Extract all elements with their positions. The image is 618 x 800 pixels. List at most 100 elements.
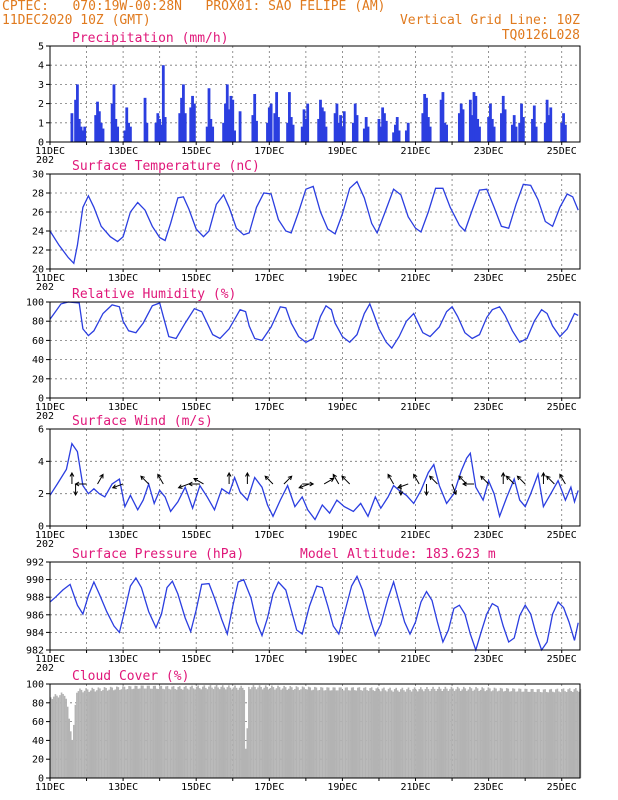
cloud-bar <box>544 689 546 778</box>
precip-bar <box>364 117 368 142</box>
cloud-bar <box>310 690 313 778</box>
x-tick-label: 13DEC <box>108 782 138 793</box>
cloud-bar <box>370 687 373 778</box>
cloud-bar <box>254 686 256 778</box>
cloud-bar <box>260 686 262 778</box>
cloud-bar <box>393 689 396 778</box>
y-tick-label: 986 <box>26 610 44 621</box>
y-tick-label: 60 <box>32 717 44 728</box>
cloud-bar <box>429 691 431 778</box>
x-year-fragment: 202 <box>36 155 54 166</box>
cloud-bar <box>172 686 175 778</box>
cloud-bar <box>459 690 462 778</box>
cloud-bar <box>277 685 279 778</box>
y-tick-label: 992 <box>26 558 44 569</box>
cloud-bar <box>416 691 419 778</box>
cloud-bar <box>223 687 226 778</box>
x-year-fragment: 202 <box>36 663 54 674</box>
cloud-bar <box>99 688 101 778</box>
cloud-bar <box>548 689 551 778</box>
precip-bar <box>225 84 229 142</box>
precip-bar <box>470 115 474 142</box>
cloud-bar <box>400 689 402 778</box>
cloud-bar <box>485 690 488 778</box>
cloud-bar <box>240 685 242 778</box>
cloud-bar <box>63 695 66 778</box>
precip-bar <box>123 130 127 142</box>
panel-2: 0 20 40 60 80 100 Relative Humidity (%) 11DEC 13… <box>26 287 581 422</box>
precip-bar <box>163 117 167 142</box>
wind-vector <box>69 471 75 484</box>
cloud-bar <box>186 688 189 778</box>
cloud-bar <box>578 691 580 778</box>
cloud-bar <box>513 688 516 778</box>
cloud-bar <box>360 690 362 778</box>
cloud-bar <box>119 689 121 778</box>
wind-vector <box>341 475 351 485</box>
precip-bar <box>394 124 397 142</box>
y-tick-label: 6 <box>38 425 44 436</box>
cloud-bar <box>201 686 204 778</box>
cloud-bar <box>189 686 192 778</box>
cloud-bar <box>541 692 543 778</box>
cloud-bar <box>149 688 152 778</box>
cloud-bar <box>464 688 467 778</box>
precip-bar <box>353 103 357 142</box>
cloud-bar <box>228 685 230 778</box>
cloud-bar <box>229 687 232 778</box>
cloud-bar <box>565 692 568 778</box>
cloud-bar <box>226 687 229 778</box>
cloud-bar <box>106 690 109 778</box>
cloud-bar <box>401 687 404 778</box>
precip-bar <box>300 126 304 142</box>
x-tick-label: 25DEC <box>547 402 577 413</box>
precip-bar <box>512 115 516 142</box>
cloud-bar <box>185 685 187 778</box>
cloud-bar <box>151 688 153 778</box>
cloud-bar <box>94 691 97 778</box>
precip-bar <box>351 122 355 142</box>
precip-bar <box>549 107 553 142</box>
wind-vector <box>451 483 457 496</box>
cloud-bar <box>212 689 215 778</box>
panel-3: 0 2 4 6 Surface Wind (m/s) 11DEC 13DEC 15DEC 17D… <box>35 414 581 550</box>
cloud-bar <box>355 690 358 778</box>
cloud-bar <box>178 686 181 778</box>
cloud-bar <box>521 691 523 778</box>
cloud-bar <box>89 690 92 778</box>
cloud-bar <box>301 686 304 778</box>
precip-bar <box>337 122 341 142</box>
cloud-bar <box>324 690 327 778</box>
cloud-bar <box>492 690 494 778</box>
x-tick-label: 11DEC <box>35 402 65 413</box>
cloud-bar <box>68 718 71 778</box>
y-tick-label: 26 <box>32 208 44 219</box>
x-tick-label: 11DEC <box>35 654 65 665</box>
precip-bar <box>520 103 523 142</box>
cloud-bar <box>406 689 408 778</box>
cloud-bar <box>533 691 536 778</box>
cloud-bar <box>472 690 474 778</box>
cloud-bar <box>350 687 353 778</box>
series-line-4 <box>49 574 579 653</box>
series-line-2 <box>49 301 579 350</box>
cloud-bar <box>384 690 387 778</box>
precip-bar <box>404 130 408 142</box>
wind-vector <box>500 471 506 484</box>
cloud-bar <box>300 689 302 778</box>
cloud-bar <box>134 685 137 778</box>
cloud-bar <box>320 687 322 778</box>
cloud-bar <box>567 689 569 778</box>
panel-title: Relative Humidity (%) <box>72 287 236 302</box>
x-tick-label: 15DEC <box>181 146 211 157</box>
precip-bar <box>342 111 346 142</box>
y-tick-label: 20 <box>32 755 44 766</box>
y-tick-label: 22 <box>32 246 44 257</box>
cloud-bar <box>380 691 382 778</box>
cloud-bar <box>294 688 296 778</box>
precip-bar <box>96 101 99 142</box>
cloud-bar <box>496 691 499 778</box>
cloud-bar <box>162 688 164 778</box>
precip-bar <box>379 126 383 142</box>
